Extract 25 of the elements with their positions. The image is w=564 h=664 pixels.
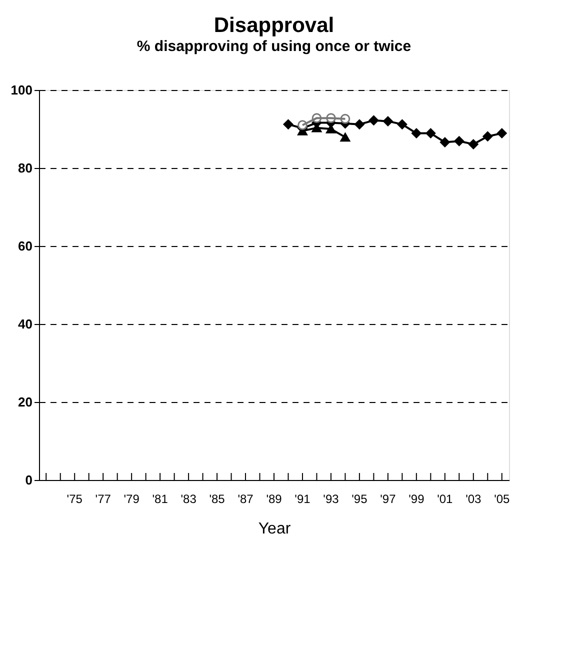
- x-tick-label: '87: [238, 492, 254, 506]
- y-tick-label: 100: [10, 82, 32, 98]
- x-tick-label: '01: [437, 492, 454, 506]
- x-tick-label: '91: [294, 492, 311, 506]
- y-tick-label: 0: [25, 472, 32, 488]
- y-tick-label: 60: [18, 238, 32, 254]
- x-tick-label: '95: [352, 492, 368, 506]
- x-tick-label: '85: [209, 492, 226, 506]
- x-tick-label: '75: [66, 492, 83, 506]
- y-tick-label: 40: [18, 316, 32, 332]
- x-tick-label: '77: [95, 492, 112, 506]
- x-tick-label: '05: [494, 492, 510, 506]
- y-tick-label: 20: [18, 394, 32, 410]
- chart-subtitle: % disapproving of using once or twice: [136, 38, 412, 55]
- x-tick-label: '97: [380, 492, 396, 506]
- x-tick-label: '03: [466, 492, 482, 506]
- x-axis-title: Year: [258, 520, 292, 538]
- chart-title: Disapproval: [214, 14, 334, 37]
- y-tick-label: 80: [18, 160, 32, 176]
- x-tick-label: '99: [408, 492, 425, 506]
- x-tick-label: '83: [180, 492, 197, 506]
- x-tick-label: '79: [124, 492, 140, 506]
- x-tick-label: '81: [152, 492, 168, 506]
- x-tick-label: '93: [323, 492, 340, 506]
- x-tick-label: '89: [266, 492, 282, 506]
